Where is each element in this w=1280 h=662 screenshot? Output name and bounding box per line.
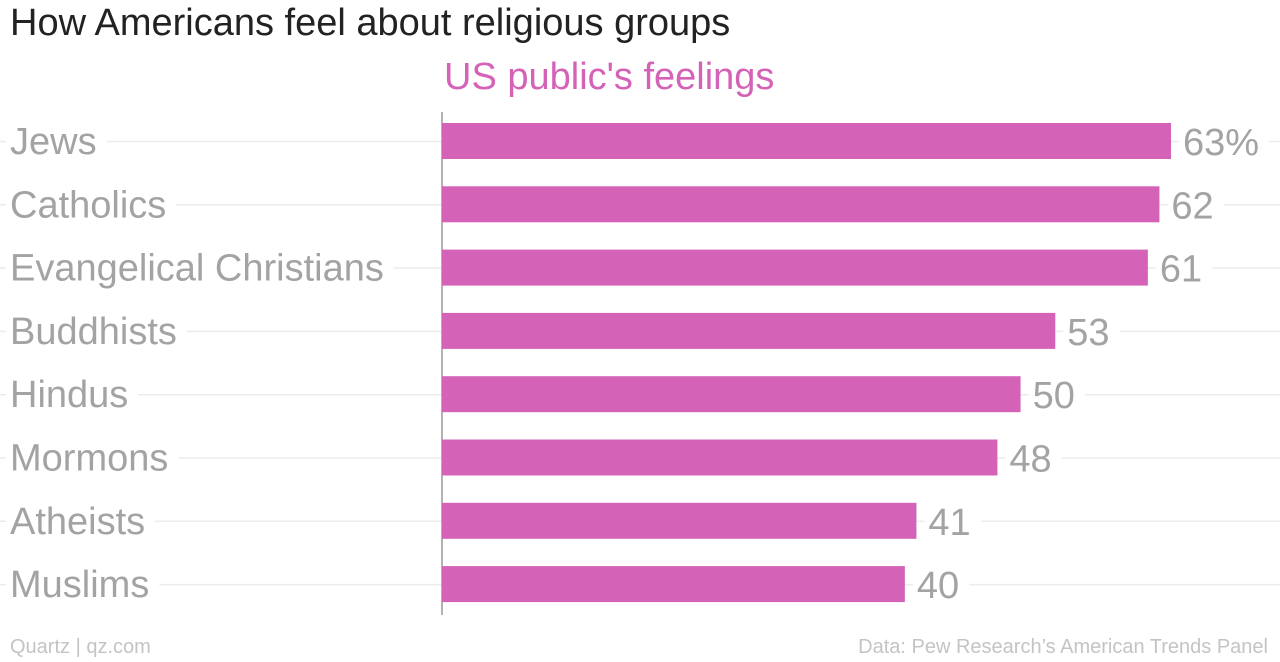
label-background [6,500,156,543]
value-label: 41 [928,502,970,544]
label-background [6,374,139,417]
category-label: Hindus [10,374,128,416]
bar [442,566,905,603]
value-label: 48 [1009,439,1051,481]
label-background [1167,185,1224,228]
label-background [6,121,107,163]
bar [442,123,1171,159]
value-label: 50 [1033,375,1075,417]
category-label: Jews [10,121,97,163]
bar [442,312,1056,349]
label-background [1155,248,1213,291]
label-background [1028,375,1085,418]
value-label: 63% [1183,122,1259,164]
category-label: Atheists [10,501,145,543]
label-background [1063,311,1120,354]
label-background [6,437,179,480]
bar [442,439,998,476]
bar [442,376,1021,413]
label-background [6,184,177,227]
label-background [6,247,394,290]
label-background [6,564,160,607]
label-background [1005,438,1062,481]
value-label: 53 [1067,312,1109,354]
category-label: Buddhists [10,311,177,353]
label-background [924,501,981,544]
data-source-text: Data: Pew Research’s American Trends Pan… [858,636,1268,658]
value-label: 40 [917,565,959,607]
category-label: Muslims [10,564,149,606]
credit-text: Quartz | qz.com [10,636,151,658]
label-background [6,310,187,353]
label-background [1179,122,1270,164]
category-label: Mormons [10,438,168,480]
bar [442,186,1160,223]
label-background [912,565,970,608]
series-label: US public's feelings [444,56,775,98]
bar [442,249,1148,286]
value-label: 62 [1171,185,1213,227]
value-label: 61 [1160,249,1202,291]
chart-title: How Americans feel about religious group… [10,2,731,44]
category-label: Evangelical Christians [10,248,384,290]
category-label: Catholics [10,184,166,226]
bar [442,502,917,539]
